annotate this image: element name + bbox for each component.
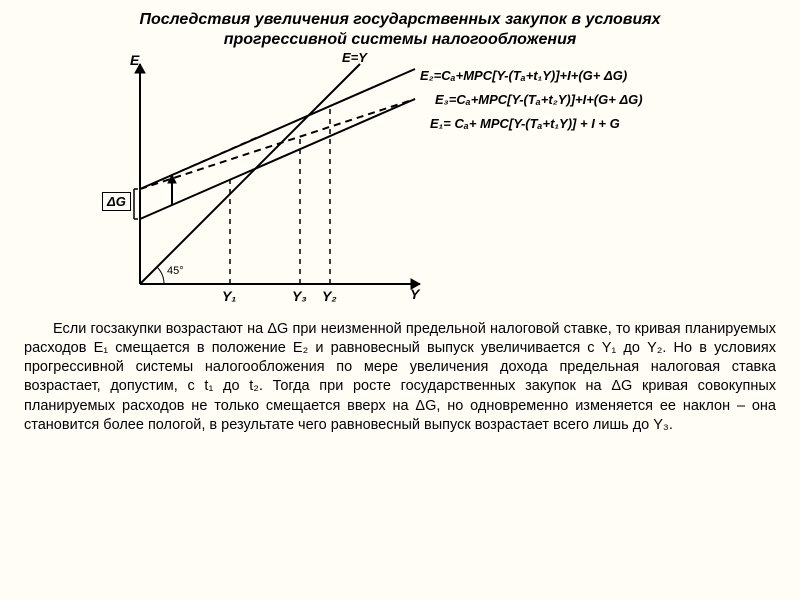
label-EeqY: E=Y <box>342 50 367 65</box>
eq-E3: E₃=Cₐ+MPC[Y-(Tₐ+t₂Y)]+I+(G+ ΔG) <box>435 92 643 107</box>
eq-E2: E₂=Cₐ+MPC[Y-(Tₐ+t₁Y)]+I+(G+ ΔG) <box>420 68 627 83</box>
angle-45: 45° <box>167 265 184 277</box>
axis-label-E: E <box>130 52 139 68</box>
keynesian-cross-chart: E Y E=Y E₂=Cₐ+MPC[Y-(Tₐ+t₁Y)]+I+(G+ ΔG) … <box>60 54 740 314</box>
tick-Y2: Y₂ <box>322 288 337 304</box>
eq-E1: E₁= Cₐ+ MPC[Y-(Tₐ+t₁Y)] + I + G <box>430 116 620 131</box>
body-paragraph: Если госзакупки возрастают на ΔG при неи… <box>24 320 776 435</box>
tick-Y3: Y₃ <box>292 288 307 304</box>
title-line1: Последствия увеличения государственных з… <box>139 11 660 28</box>
tick-Y1: Y₁ <box>222 288 236 304</box>
axis-label-Y: Y <box>410 286 419 302</box>
title-line2: прогрессивной системы налогообложения <box>224 31 577 48</box>
delta-g-label: ΔG <box>102 192 131 211</box>
